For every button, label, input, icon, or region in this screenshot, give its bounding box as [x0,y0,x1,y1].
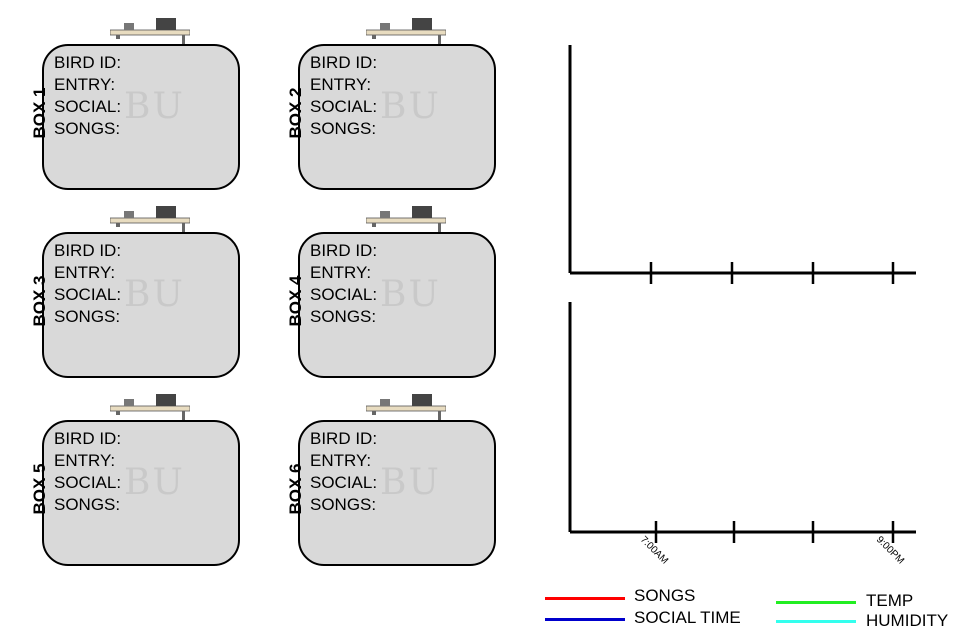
box-label: BOX 4 [286,275,305,327]
watermark: BU [124,274,185,315]
box-1-panel: BIRD ID: ENTRY: SOCIAL: SONGS: BU BOX 1 [30,18,260,198]
songs-legend-label: SONGS [634,586,696,605]
box-label: BOX 3 [30,275,49,327]
social-label: SOCIAL: [310,97,378,116]
box-body: BIRD ID: ENTRY: SOCIAL: SONGS: BU [42,420,240,566]
entry-label: ENTRY: [54,263,116,282]
entry-label: ENTRY: [310,451,372,470]
box-3-panel: BIRD ID: ENTRY: SOCIAL: SONGS: BU BOX 3 [30,206,260,386]
bird-id-label: BIRD ID: [310,53,378,72]
sensor-board-icon [110,394,190,422]
bird-id-label: BIRD ID: [310,429,378,448]
social-label: SOCIAL: [54,97,122,116]
box-body: BIRD ID: ENTRY: SOCIAL: SONGS: BU [42,232,240,378]
box-body: BIRD ID: ENTRY: SOCIAL: SONGS: BU [298,44,496,190]
bird-id-label: BIRD ID: [54,429,122,448]
temp-legend-label: TEMP [866,591,914,610]
box-6-panel: BIRD ID: ENTRY: SOCIAL: SONGS: BU BOX 6 [286,394,516,574]
box-body: BIRD ID: ENTRY: SOCIAL: SONGS: BU [42,44,240,190]
box-5-panel: BIRD ID: ENTRY: SOCIAL: SONGS: BU BOX 5 [30,394,260,574]
songs-label: SONGS: [310,307,377,326]
bird-id-label: BIRD ID: [54,241,122,260]
songs-legend-line [545,597,625,600]
social-label: SOCIAL: [54,473,122,492]
box-label: BOX 2 [286,87,305,139]
social-label: SOCIAL: [54,285,122,304]
sensor-board-icon [110,18,190,46]
upper-plot-axes [568,45,916,284]
box-4-panel: BIRD ID: ENTRY: SOCIAL: SONGS: BU BOX 4 [286,206,516,386]
temp-legend-line [776,601,856,604]
box-2-panel: BIRD ID: ENTRY: SOCIAL: SONGS: BU BOX 2 [286,18,516,198]
sensor-board-icon [366,18,446,46]
bird-id-label: BIRD ID: [310,241,378,260]
entry-label: ENTRY: [54,451,116,470]
tick-label-end: 9:00PM [874,534,906,566]
sensor-board-icon [366,394,446,422]
social-time-legend-label: SOCIAL TIME [634,608,741,627]
sensor-board-icon [110,206,190,234]
watermark: BU [380,86,441,127]
bird-id-label: BIRD ID: [54,53,122,72]
entry-label: ENTRY: [310,75,372,94]
songs-label: SONGS: [54,307,121,326]
lower-plot-axes: 7:00AM 9:00PM [568,302,916,566]
songs-label: SONGS: [310,119,377,138]
box-label: BOX 5 [30,463,49,515]
humidity-legend-line [776,620,856,623]
box-body: BIRD ID: ENTRY: SOCIAL: SONGS: BU [298,232,496,378]
entry-label: ENTRY: [310,263,372,282]
sensor-board-icon [366,206,446,234]
box-label: BOX 1 [30,87,49,139]
songs-label: SONGS: [54,119,121,138]
entry-label: ENTRY: [54,75,116,94]
social-label: SOCIAL: [310,285,378,304]
social-label: SOCIAL: [310,473,378,492]
box-label: BOX 6 [286,463,305,515]
songs-label: SONGS: [310,495,377,514]
watermark: BU [124,86,185,127]
songs-label: SONGS: [54,495,121,514]
tick-label-start: 7:00AM [638,534,670,566]
watermark: BU [124,462,185,503]
social-time-legend-line [545,618,625,621]
time-plots: 7:00AM 9:00PM [568,45,916,566]
watermark: BU [380,462,441,503]
box-body: BIRD ID: ENTRY: SOCIAL: SONGS: BU [298,420,496,566]
watermark: BU [380,274,441,315]
humidity-legend-label: HUMIDITY [866,611,949,630]
